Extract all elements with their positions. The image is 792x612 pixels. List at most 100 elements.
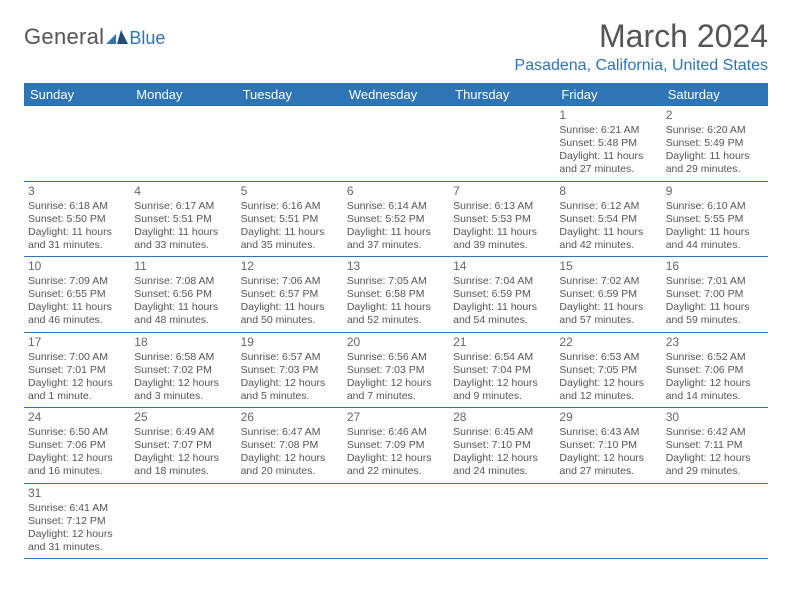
weekday-header: Friday (555, 83, 661, 106)
day-cell: 6Sunrise: 6:14 AMSunset: 5:52 PMDaylight… (343, 181, 449, 257)
sunrise-line: Sunrise: 6:58 AM (134, 351, 232, 364)
sunset-line: Sunset: 5:54 PM (559, 213, 657, 226)
sunrise-line: Sunrise: 7:00 AM (28, 351, 126, 364)
sunrise-line: Sunrise: 6:57 AM (241, 351, 339, 364)
daylight-line: Daylight: 11 hours and 29 minutes. (666, 150, 764, 176)
sunrise-line: Sunrise: 6:53 AM (559, 351, 657, 364)
brand-part1: General (24, 24, 104, 50)
sunrise-line: Sunrise: 7:05 AM (347, 275, 445, 288)
daylight-line: Daylight: 11 hours and 46 minutes. (28, 301, 126, 327)
calendar-row: 17Sunrise: 7:00 AMSunset: 7:01 PMDayligh… (24, 332, 768, 408)
brand-part2: Blue (129, 28, 165, 49)
day-cell: 2Sunrise: 6:20 AMSunset: 5:49 PMDaylight… (662, 106, 768, 181)
sunrise-line: Sunrise: 7:02 AM (559, 275, 657, 288)
sunset-line: Sunset: 6:55 PM (28, 288, 126, 301)
day-number: 18 (134, 335, 232, 350)
sunrise-line: Sunrise: 6:14 AM (347, 200, 445, 213)
sunset-line: Sunset: 7:06 PM (28, 439, 126, 452)
day-cell: 30Sunrise: 6:42 AMSunset: 7:11 PMDayligh… (662, 408, 768, 484)
calendar-head: SundayMondayTuesdayWednesdayThursdayFrid… (24, 83, 768, 106)
day-number: 24 (28, 410, 126, 425)
day-number: 3 (28, 184, 126, 199)
sunrise-line: Sunrise: 7:06 AM (241, 275, 339, 288)
day-number: 30 (666, 410, 764, 425)
daylight-line: Daylight: 12 hours and 3 minutes. (134, 377, 232, 403)
empty-cell (130, 483, 236, 559)
sunset-line: Sunset: 5:51 PM (241, 213, 339, 226)
sunrise-line: Sunrise: 6:17 AM (134, 200, 232, 213)
weekday-header: Wednesday (343, 83, 449, 106)
sunrise-line: Sunrise: 7:04 AM (453, 275, 551, 288)
day-number: 28 (453, 410, 551, 425)
day-number: 13 (347, 259, 445, 274)
sunset-line: Sunset: 6:58 PM (347, 288, 445, 301)
sunrise-line: Sunrise: 6:41 AM (28, 502, 126, 515)
daylight-line: Daylight: 12 hours and 5 minutes. (241, 377, 339, 403)
day-number: 1 (559, 108, 657, 123)
sunrise-line: Sunrise: 6:43 AM (559, 426, 657, 439)
day-number: 9 (666, 184, 764, 199)
day-number: 19 (241, 335, 339, 350)
day-cell: 13Sunrise: 7:05 AMSunset: 6:58 PMDayligh… (343, 257, 449, 333)
day-number: 26 (241, 410, 339, 425)
day-cell: 5Sunrise: 6:16 AMSunset: 5:51 PMDaylight… (237, 181, 343, 257)
sunrise-line: Sunrise: 6:20 AM (666, 124, 764, 137)
title-block: March 2024 Pasadena, California, United … (515, 18, 768, 75)
weekday-header: Saturday (662, 83, 768, 106)
sunset-line: Sunset: 6:56 PM (134, 288, 232, 301)
day-cell: 31Sunrise: 6:41 AMSunset: 7:12 PMDayligh… (24, 483, 130, 559)
daylight-line: Daylight: 12 hours and 9 minutes. (453, 377, 551, 403)
sunset-line: Sunset: 5:51 PM (134, 213, 232, 226)
day-number: 17 (28, 335, 126, 350)
weekday-header: Thursday (449, 83, 555, 106)
day-number: 31 (28, 486, 126, 501)
empty-cell (343, 483, 449, 559)
sunset-line: Sunset: 7:07 PM (134, 439, 232, 452)
daylight-line: Daylight: 12 hours and 31 minutes. (28, 528, 126, 554)
sunrise-line: Sunrise: 6:46 AM (347, 426, 445, 439)
sunset-line: Sunset: 7:09 PM (347, 439, 445, 452)
empty-cell (662, 483, 768, 559)
sunset-line: Sunset: 7:00 PM (666, 288, 764, 301)
day-cell: 7Sunrise: 6:13 AMSunset: 5:53 PMDaylight… (449, 181, 555, 257)
daylight-line: Daylight: 11 hours and 27 minutes. (559, 150, 657, 176)
day-number: 21 (453, 335, 551, 350)
calendar-row: 1Sunrise: 6:21 AMSunset: 5:48 PMDaylight… (24, 106, 768, 181)
empty-cell (237, 483, 343, 559)
day-cell: 23Sunrise: 6:52 AMSunset: 7:06 PMDayligh… (662, 332, 768, 408)
sunrise-line: Sunrise: 7:09 AM (28, 275, 126, 288)
daylight-line: Daylight: 12 hours and 27 minutes. (559, 452, 657, 478)
sunrise-line: Sunrise: 6:13 AM (453, 200, 551, 213)
sunrise-line: Sunrise: 6:50 AM (28, 426, 126, 439)
empty-cell (237, 106, 343, 181)
sunset-line: Sunset: 5:50 PM (28, 213, 126, 226)
weekday-row: SundayMondayTuesdayWednesdayThursdayFrid… (24, 83, 768, 106)
sunrise-line: Sunrise: 6:52 AM (666, 351, 764, 364)
day-cell: 28Sunrise: 6:45 AMSunset: 7:10 PMDayligh… (449, 408, 555, 484)
day-cell: 10Sunrise: 7:09 AMSunset: 6:55 PMDayligh… (24, 257, 130, 333)
sunrise-line: Sunrise: 7:01 AM (666, 275, 764, 288)
day-cell: 29Sunrise: 6:43 AMSunset: 7:10 PMDayligh… (555, 408, 661, 484)
sunrise-line: Sunrise: 6:12 AM (559, 200, 657, 213)
sunrise-line: Sunrise: 6:21 AM (559, 124, 657, 137)
day-number: 7 (453, 184, 551, 199)
day-cell: 24Sunrise: 6:50 AMSunset: 7:06 PMDayligh… (24, 408, 130, 484)
sunrise-line: Sunrise: 6:42 AM (666, 426, 764, 439)
sunset-line: Sunset: 7:03 PM (347, 364, 445, 377)
sunset-line: Sunset: 7:06 PM (666, 364, 764, 377)
daylight-line: Daylight: 11 hours and 54 minutes. (453, 301, 551, 327)
calendar-row: 3Sunrise: 6:18 AMSunset: 5:50 PMDaylight… (24, 181, 768, 257)
day-number: 12 (241, 259, 339, 274)
daylight-line: Daylight: 11 hours and 50 minutes. (241, 301, 339, 327)
daylight-line: Daylight: 12 hours and 1 minute. (28, 377, 126, 403)
sunrise-line: Sunrise: 6:49 AM (134, 426, 232, 439)
sunrise-line: Sunrise: 6:47 AM (241, 426, 339, 439)
day-cell: 16Sunrise: 7:01 AMSunset: 7:00 PMDayligh… (662, 257, 768, 333)
sunset-line: Sunset: 7:10 PM (559, 439, 657, 452)
day-cell: 27Sunrise: 6:46 AMSunset: 7:09 PMDayligh… (343, 408, 449, 484)
sunset-line: Sunset: 7:05 PM (559, 364, 657, 377)
calendar-row: 24Sunrise: 6:50 AMSunset: 7:06 PM Dayligh… (24, 408, 768, 484)
sunrise-line: Sunrise: 6:56 AM (347, 351, 445, 364)
weekday-header: Monday (130, 83, 236, 106)
sunset-line: Sunset: 7:04 PM (453, 364, 551, 377)
